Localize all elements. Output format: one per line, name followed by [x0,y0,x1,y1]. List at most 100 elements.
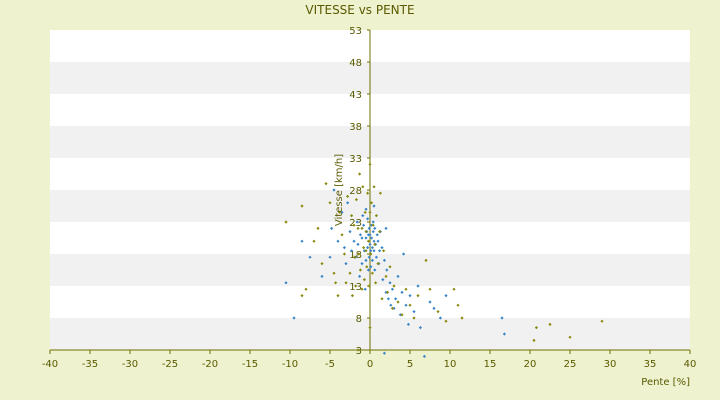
scatter-point-series-b [344,281,348,285]
scatter-point-series-a [352,239,356,243]
scatter-point-series-a [378,249,382,253]
scatter-point-series-b [382,249,386,253]
scatter-point-series-a [382,258,386,262]
scatter-point-series-a [376,239,380,243]
scatter-point-series-a [385,268,389,272]
scatter-point-series-b [334,281,338,285]
scatter-point-series-a [369,249,373,253]
scatter-point-series-a [370,236,374,240]
scatter-point-series-b [338,210,342,214]
scatter-point-series-a [386,297,390,301]
scatter-point-series-a [422,354,426,358]
x-tick-label: -25 [162,359,178,370]
scatter-point-series-a [373,226,377,230]
scatter-point-series-a [406,322,410,326]
x-tick-label: 5 [407,359,413,370]
y-axis-label: Vitesse [km/h] [334,154,345,226]
scatter-point-series-b [600,319,604,323]
scatter-point-series-b [388,265,392,269]
scatter-point-series-a [370,246,374,250]
x-axis-ticks: -40 -35 -30 -25 -20 -15 -10 -5 0 5 10 15 20 25 30 35 40 [42,350,696,370]
scatter-point-series-a [368,242,372,246]
scatter-point-series-b [358,172,362,176]
scatter-point-series-a [348,230,352,234]
scatter-point-series-b [412,316,416,320]
y-tick-label: 48 [349,58,362,69]
scatter-point-series-a [350,249,354,253]
scatter-point-series-b [372,185,376,189]
scatter-point-series-a [356,242,360,246]
scatter-point-series-b [353,255,357,259]
scatter-point-series-b [361,185,365,189]
scatter-point-series-b [368,210,372,214]
scatter-point-series-a [284,281,288,285]
scatter-point-series-b [350,294,354,298]
scatter-point-series-a [340,210,344,214]
scatter-point-series-a [418,326,422,330]
scatter-point-series-a [366,233,370,237]
x-tick-label: -30 [122,359,138,370]
x-tick-label: 20 [524,359,537,370]
x-tick-label: 30 [604,359,617,370]
x-axis-label: Pente [%] [641,377,690,388]
scatter-point-series-b [362,246,366,250]
x-tick-label: -35 [82,359,98,370]
scatter-point-series-a [372,204,376,208]
scatter-point-series-b [354,198,358,202]
scatter-point-series-a [344,262,348,266]
scatter-point-series-a [361,214,365,218]
scatter-point-series-a [362,223,366,227]
scatter-point-series-a [292,316,296,320]
scatter-point-series-b [384,274,388,278]
scatter-point-series-b [304,287,308,291]
scatter-point-series-b [368,326,372,330]
scatter-point-series-a [363,287,367,291]
scatter-point-series-b [373,242,377,246]
scatter-point-series-a [428,300,432,304]
scatter-point-series-b [396,300,400,304]
scatter-point-series-b [352,223,356,227]
scatter-point-series-b [300,204,304,208]
y-tick-label: 8 [356,314,362,325]
scatter-point-series-a [308,255,312,259]
scatter-point-series-a [360,236,364,240]
scatter-point-series-b [370,201,374,205]
y-tick-label: 53 [349,26,362,37]
scatter-point-series-a [358,233,362,237]
scatter-point-series-b [444,319,448,323]
scatter-point-series-b [376,262,380,266]
scatter-points [284,162,604,358]
scatter-point-series-b [356,348,360,352]
scatter-point-series-a [400,290,404,294]
scatter-point-series-a [432,306,436,310]
x-tick-label: 0 [367,359,373,370]
scatter-point-series-b [386,290,390,294]
scatter-point-series-b [366,191,370,195]
scatter-point-series-b [404,287,408,291]
scatter-point-series-a [362,249,366,253]
scatter-point-series-b [392,284,396,288]
scatter-point-series-a [502,332,506,336]
scatter-point-series-b [360,226,364,230]
scatter-point-series-b [320,262,324,266]
scatter-point-series-b [363,210,367,214]
y-axis-ticks: 38131823283338434853 [349,26,370,357]
scatter-point-series-b [312,239,316,243]
scatter-point-series-a [367,255,371,259]
x-tick-label: -40 [42,359,58,370]
scatter-point-series-a [366,246,370,250]
scatter-point-series-b [332,271,336,275]
scatter-point-series-b [369,252,373,256]
scatter-point-series-b [400,313,404,317]
scatter-point-series-b [324,182,328,186]
scatter-point-series-a [369,265,373,269]
scatter-point-series-b [316,226,320,230]
scatter-point-series-a [320,274,324,278]
y-tick-label: 28 [349,186,362,197]
scatter-point-series-b [532,338,536,342]
scatter-point-series-a [396,274,400,278]
scatter-point-series-a [416,284,420,288]
x-tick-label: -5 [325,359,335,370]
scatter-point-series-a [368,233,372,237]
